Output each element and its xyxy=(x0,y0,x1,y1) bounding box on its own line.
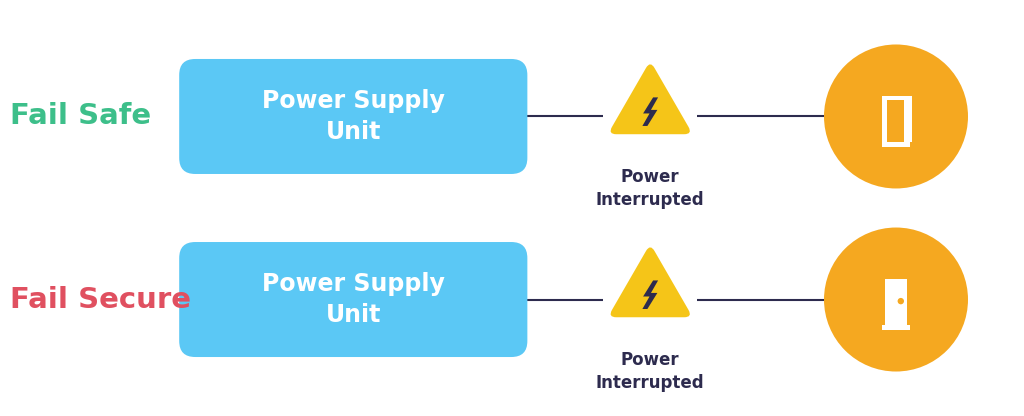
FancyBboxPatch shape xyxy=(882,325,910,330)
Text: Fail Secure: Fail Secure xyxy=(10,285,191,314)
Text: Power
Interrupted: Power Interrupted xyxy=(596,168,705,208)
Text: Fail Safe: Fail Safe xyxy=(10,102,152,131)
FancyBboxPatch shape xyxy=(885,279,907,325)
FancyBboxPatch shape xyxy=(179,59,527,174)
FancyBboxPatch shape xyxy=(179,242,527,357)
FancyBboxPatch shape xyxy=(904,96,912,142)
PathPatch shape xyxy=(610,64,690,134)
FancyBboxPatch shape xyxy=(882,142,910,147)
Circle shape xyxy=(888,115,893,121)
FancyBboxPatch shape xyxy=(882,96,887,142)
Polygon shape xyxy=(642,280,658,309)
Circle shape xyxy=(898,298,904,305)
Text: Power
Interrupted: Power Interrupted xyxy=(596,352,705,391)
FancyBboxPatch shape xyxy=(882,96,907,101)
Circle shape xyxy=(824,228,968,371)
Circle shape xyxy=(824,45,968,188)
Polygon shape xyxy=(642,97,658,126)
Text: Power Supply
Unit: Power Supply Unit xyxy=(262,89,444,144)
Text: Power Supply
Unit: Power Supply Unit xyxy=(262,272,444,327)
PathPatch shape xyxy=(610,248,690,317)
